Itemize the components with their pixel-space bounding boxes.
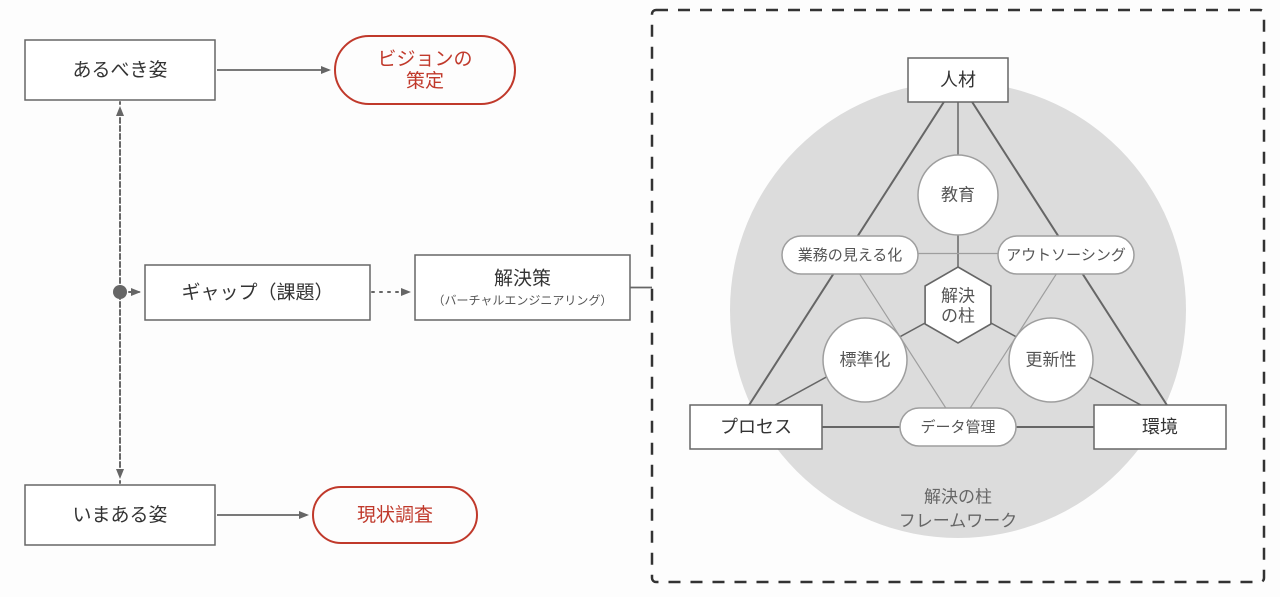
hex-pillar-l2: の柱 [941,306,975,325]
box-gap: ギャップ（課題） [145,265,370,320]
pill-outsourcing: アウトソーシング [998,236,1134,274]
vertex-environment: 環境 [1094,405,1226,449]
hex-pillar-l1: 解決 [941,286,975,305]
box-solution: 解決策 （バーチャルエンジニアリング） [415,255,630,320]
framework-caption-1: 解決の柱 [924,487,992,506]
box-solution-sublabel: （バーチャルエンジニアリング） [433,294,613,308]
box-solution-label: 解決策 [494,268,551,290]
vertex-people-label: 人材 [940,70,976,90]
pill-vision: ビジョンの策定 [335,36,515,104]
vertex-process-label: プロセス [720,417,792,437]
pill-visibility-label: 業務の見える化 [798,247,903,264]
circle-education: 教育 [918,155,998,235]
vertex-people: 人材 [908,58,1008,102]
circle-education-label: 教育 [941,185,975,204]
box-current: いまある姿 [25,485,215,545]
pill-vision-l1: ビジョンの [377,48,472,70]
circle-updatability: 更新性 [1009,318,1093,402]
pill-survey-label: 現状調査 [357,504,433,526]
pill-outsourcing-label: アウトソーシング [1006,247,1126,264]
circle-updatability-label: 更新性 [1026,350,1077,369]
pill-data-management-label: データ管理 [920,418,995,436]
pill-data-management: データ管理 [900,408,1016,446]
pill-visibility: 業務の見える化 [782,236,918,274]
pill-vision-l2: 策定 [406,70,444,92]
framework-caption-2: フレームワーク [899,511,1018,530]
pill-survey: 現状調査 [313,487,477,543]
circle-standardization-label: 標準化 [840,350,891,369]
circle-standardization: 標準化 [823,318,907,402]
vertex-environment-label: 環境 [1142,417,1178,437]
box-ideal-label: あるべき姿 [72,59,167,81]
box-current-label: いまある姿 [72,504,167,526]
vertex-process: プロセス [690,405,822,449]
box-ideal: あるべき姿 [25,40,215,100]
junction-dot [113,285,127,299]
box-gap-label: ギャップ（課題） [181,282,333,304]
